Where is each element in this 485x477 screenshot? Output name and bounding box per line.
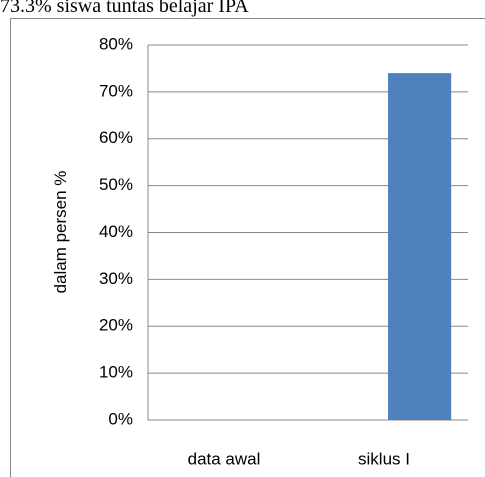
y-tick-label: 70% (99, 81, 133, 100)
y-tick-label: 10% (99, 363, 133, 382)
y-tick-label: 0% (108, 409, 133, 428)
y-tick-label: 60% (99, 128, 133, 147)
x-tick-label: data awal (188, 449, 261, 468)
y-tick-label: 40% (99, 222, 133, 241)
y-tick-label: 20% (99, 316, 133, 335)
chart-border (10, 18, 485, 477)
chart-title: 73.3% siswa tuntas belajar IPA (0, 0, 249, 17)
y-tick-label: 50% (99, 175, 133, 194)
x-tick-label: siklus I (358, 449, 410, 468)
y-tick-label: 30% (99, 269, 133, 288)
y-axis-label: dalam persen % (51, 171, 70, 294)
bar (388, 73, 452, 420)
y-tick-label: 80% (99, 34, 133, 53)
